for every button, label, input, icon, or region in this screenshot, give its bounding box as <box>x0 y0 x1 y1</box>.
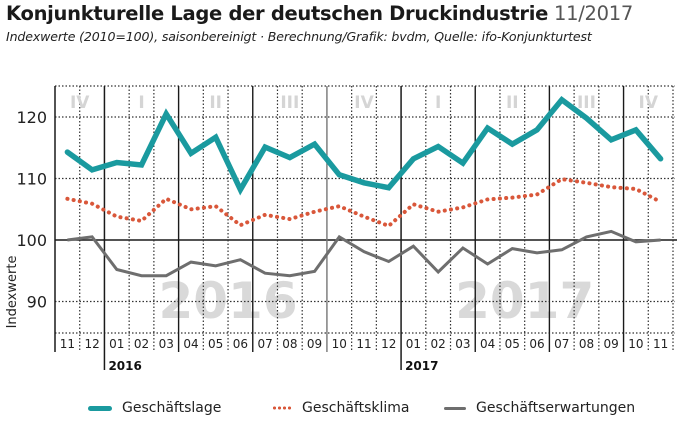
chart-title-text: Konjunkturelle Lage der deutschen Drucki… <box>6 2 549 25</box>
series-geschftslage <box>64 96 664 196</box>
legend-swatch-solid-teal <box>88 405 112 411</box>
legend-item-geschaeftslage: Geschäftslage <box>88 400 221 416</box>
x-tick-label: 08 <box>282 337 297 351</box>
x-tick-label: 02 <box>134 337 149 351</box>
legend-item-geschaeftserwartungen: Geschäftserwartungen <box>444 400 635 416</box>
x-tick-label: 10 <box>628 337 643 351</box>
quarter-label: I <box>435 93 441 113</box>
x-tick-label: 09 <box>307 337 322 351</box>
x-tick-label: 08 <box>579 337 594 351</box>
x-tick-label: 01 <box>406 337 421 351</box>
x-tick-label: 04 <box>480 337 495 351</box>
quarter-label: II <box>506 93 519 113</box>
x-year-label: 2016 <box>108 359 141 373</box>
quarter-label: III <box>280 93 299 113</box>
legend: Geschäftslage Geschäftsklima Geschäftser… <box>0 400 694 420</box>
legend-swatch-solid-gray <box>444 406 466 410</box>
legend-label: Geschäftsklima <box>302 400 410 416</box>
series-line-geschaeftslage <box>64 96 664 196</box>
chart-subtitle: Indexwerte (2010=100), saisonbereinigt ·… <box>6 29 592 44</box>
x-tick-label: 07 <box>257 337 272 351</box>
quarter-labels: IV I II III IV I II III IV <box>70 93 659 113</box>
x-tick-label: 10 <box>332 337 347 351</box>
legend-label: Geschäftserwartungen <box>476 400 636 416</box>
x-tick-label: 12 <box>381 337 396 351</box>
x-tick-label: 05 <box>208 337 223 351</box>
y-axis: 90 100 110 120 Indexwerte <box>5 108 47 328</box>
y-tick-label: 120 <box>16 108 47 127</box>
x-tick-label: 06 <box>529 337 544 351</box>
x-tick-label: 04 <box>183 337 198 351</box>
y-axis-label: Indexwerte <box>5 256 20 329</box>
x-tick-label: 01 <box>109 337 124 351</box>
x-tick-label: 11 <box>653 337 668 351</box>
x-tick-label: 05 <box>505 337 520 351</box>
x-tick-label: 09 <box>604 337 619 351</box>
chart-title: Konjunkturelle Lage der deutschen Drucki… <box>6 2 633 25</box>
x-year-label: 2017 <box>405 359 438 373</box>
x-tick-label: 07 <box>554 337 569 351</box>
quarter-label: II <box>209 93 222 113</box>
grid <box>54 85 677 370</box>
series-geschftsklima <box>65 177 663 228</box>
series-line-geschaeftserwartungen <box>67 229 661 278</box>
x-tick-label: 03 <box>455 337 470 351</box>
y-tick-label: 110 <box>16 170 47 189</box>
x-tick-label: 11 <box>60 337 75 351</box>
legend-item-geschaeftsklima: Geschäftsklima <box>272 400 409 416</box>
quarter-label: IV <box>639 93 659 113</box>
x-tick-label: 06 <box>233 337 248 351</box>
quarter-label: IV <box>354 93 374 113</box>
series-geschftserwartungen <box>67 229 661 278</box>
y-tick-label: 100 <box>16 231 47 250</box>
chart-date: 11/2017 <box>554 2 633 25</box>
series-line-geschaeftsklima <box>65 177 663 228</box>
y-tick-label: 90 <box>27 293 47 312</box>
quarter-label: III <box>577 93 596 113</box>
legend-swatch-dotted-orange <box>272 406 292 410</box>
legend-label: Geschäftslage <box>122 400 222 416</box>
quarter-label: I <box>138 93 144 113</box>
x-tick-label: 02 <box>431 337 446 351</box>
x-tick-label: 12 <box>84 337 99 351</box>
x-tick-label: 03 <box>159 337 174 351</box>
x-axis: 11 12 01 02 03 04 05 06 07 08 09 10 11 12 01 02 03 04 05 06… <box>60 337 669 373</box>
series-group <box>64 96 664 278</box>
quarter-label: IV <box>70 93 90 113</box>
x-tick-label: 11 <box>356 337 371 351</box>
